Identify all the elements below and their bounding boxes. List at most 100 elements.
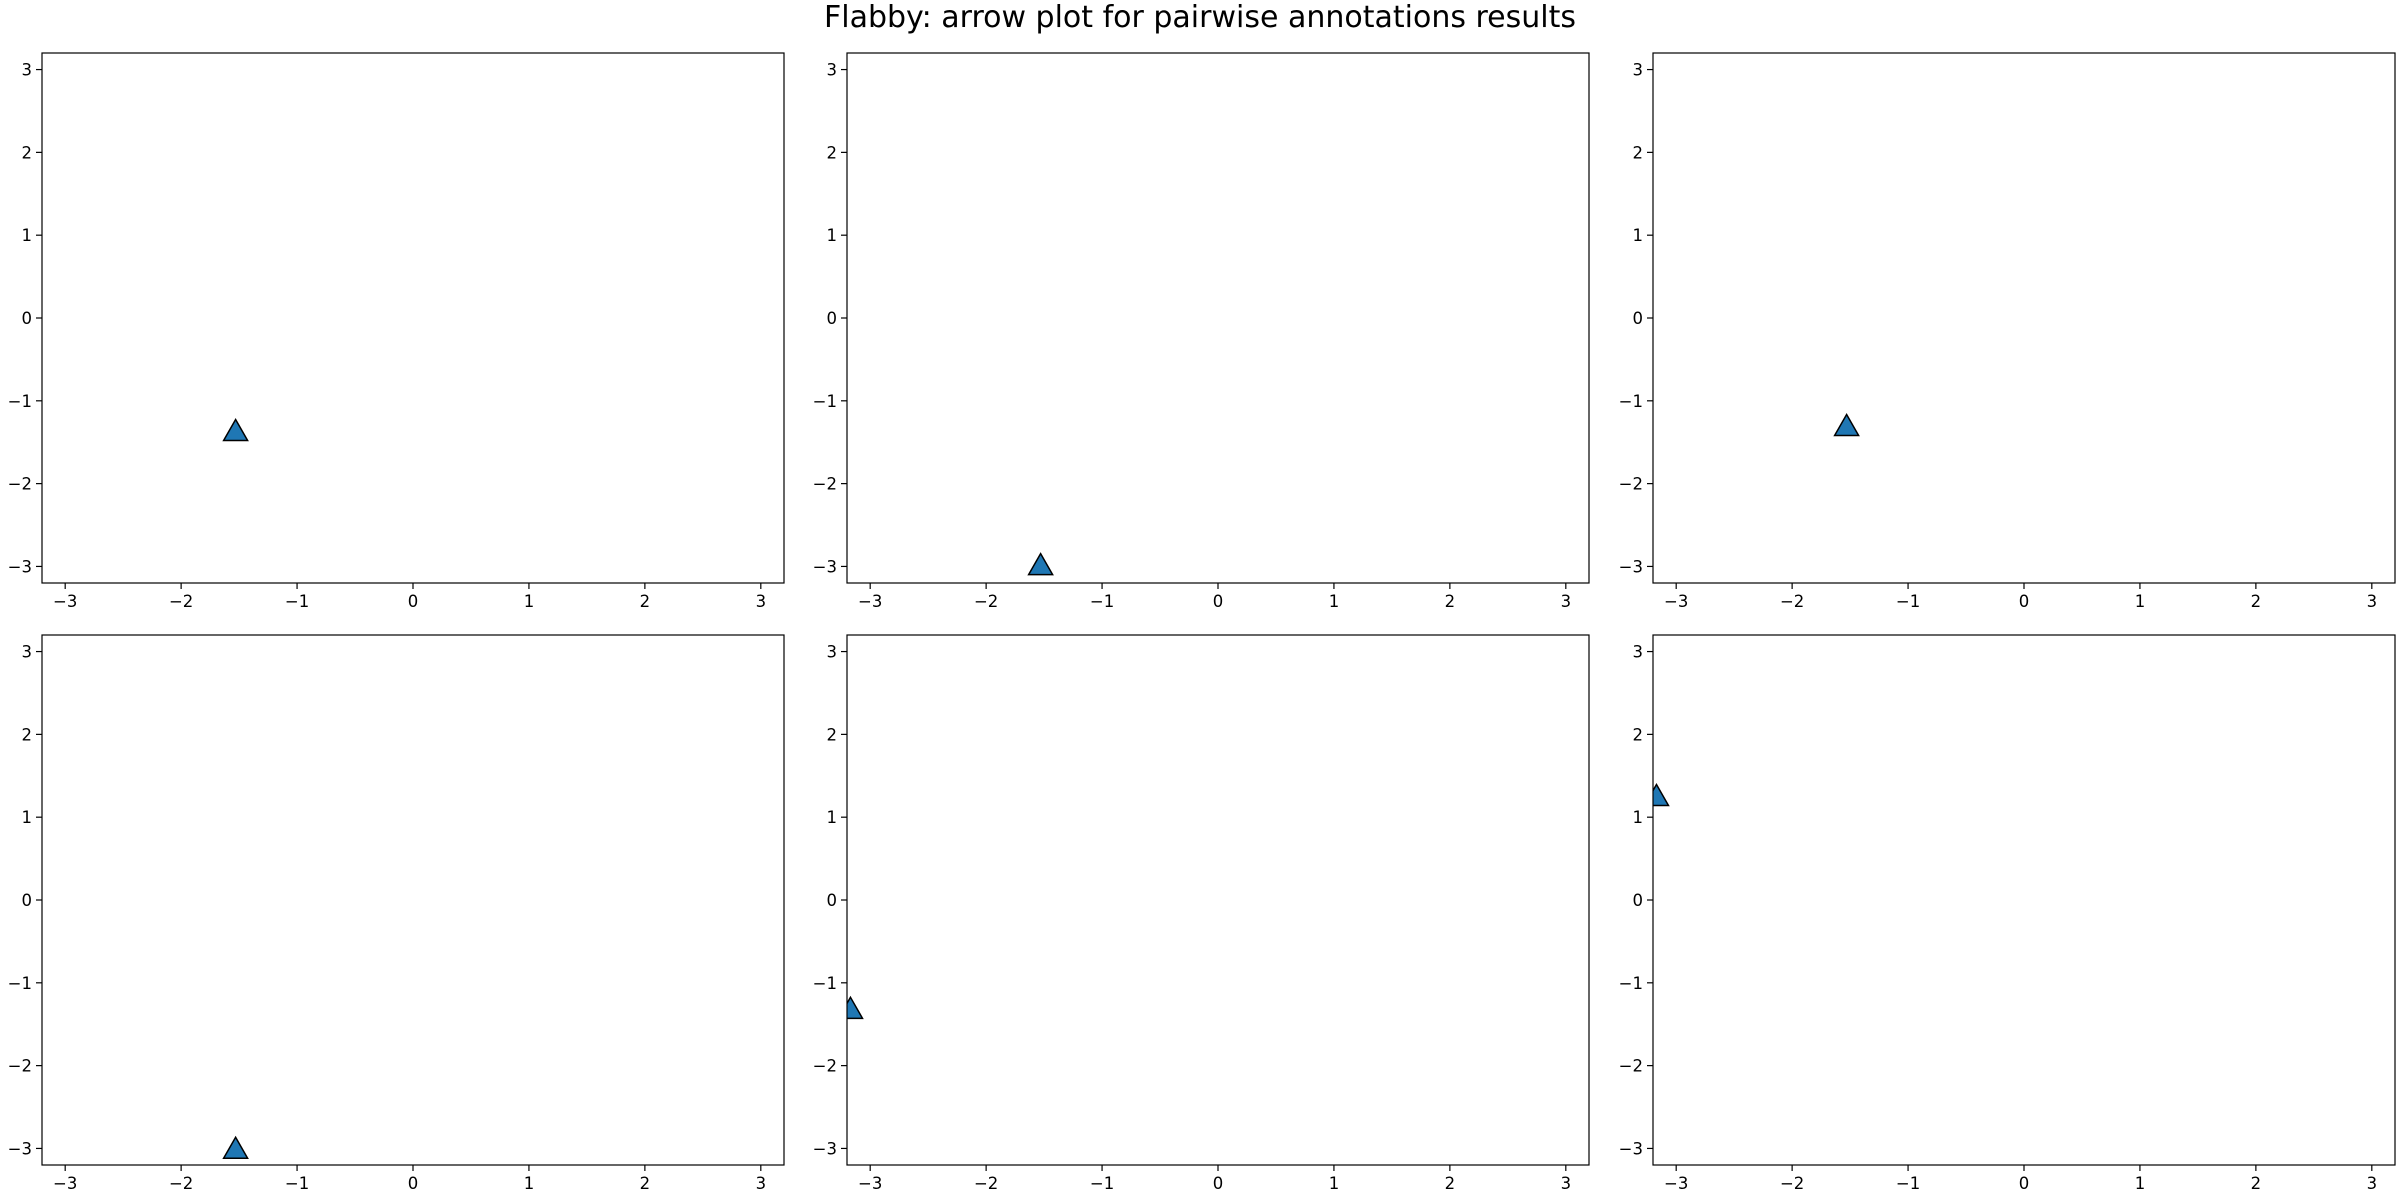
x-tick-label: −2 [169, 592, 193, 611]
x-tick-label: 1 [1329, 592, 1340, 611]
y-tick-label: 0 [1633, 891, 1644, 910]
x-tick-label: 2 [1445, 1174, 1456, 1193]
y-tick-label: 2 [1633, 725, 1644, 744]
x-tick-label: −2 [974, 1174, 998, 1193]
x-tick-label: 1 [2135, 1174, 2146, 1193]
subplot-1: −3 −2 −1 0 1 2 3 −3 −2 −1 0 1 2 3 [8, 52, 785, 611]
y-tick-label: 3 [22, 643, 33, 662]
x-tick-label: −1 [285, 1174, 309, 1193]
x-tick-label: −2 [974, 592, 998, 611]
triangle-marker [222, 417, 249, 442]
figure-title: Flabby: arrow plot for pairwise annotati… [823, 0, 1577, 35]
x-tick-label: −1 [285, 592, 309, 611]
x-tick-label: −3 [1664, 1174, 1688, 1193]
x-tick-label: 1 [524, 592, 535, 611]
axes-frame [41, 634, 785, 1166]
y-tick-label: −1 [1619, 392, 1643, 411]
axes-frame [1652, 634, 2396, 1166]
y-tick-label: −1 [813, 974, 837, 993]
y-tick-label: 2 [22, 725, 33, 744]
y-tick-label: −2 [813, 1057, 837, 1076]
triangle-marker [1027, 552, 1054, 576]
triangle-marker [222, 1135, 249, 1160]
x-tick-label: −2 [169, 1174, 193, 1193]
y-tick-label: 1 [827, 808, 838, 827]
x-tick-label: 3 [756, 592, 767, 611]
axes-frame [846, 52, 1590, 584]
y-tick-label: −3 [1619, 1139, 1643, 1158]
y-tick-label: 0 [1633, 309, 1644, 328]
y-tick-label: 3 [1633, 643, 1644, 662]
x-tick-label: 2 [2251, 592, 2262, 611]
y-tick-label: −1 [8, 974, 32, 993]
y-tick-label: 0 [22, 891, 33, 910]
y-tick-label: −2 [1619, 1057, 1643, 1076]
x-tick-label: −3 [1664, 592, 1688, 611]
y-tick-label: −3 [8, 557, 32, 576]
y-tick-label: 3 [1633, 61, 1644, 80]
y-tick-label: 2 [827, 725, 838, 744]
x-tick-label: −3 [858, 592, 882, 611]
y-tick-label: 1 [827, 226, 838, 245]
x-tick-label: 3 [756, 1174, 767, 1193]
x-tick-label: 0 [408, 1174, 419, 1193]
y-tick-label: −3 [1619, 557, 1643, 576]
x-tick-label: 1 [524, 1174, 535, 1193]
subplot-5: −3 −2 −1 0 1 2 3 −3 −2 −1 0 1 2 3 [813, 634, 1590, 1193]
subplot-3: −3 −2 −1 0 1 2 3 −3 −2 −1 0 1 2 3 [1619, 52, 2396, 611]
subplot-2: −3 −2 −1 0 1 2 3 −3 −2 −1 0 1 2 3 [813, 52, 1590, 611]
x-tick-label: 2 [1445, 592, 1456, 611]
x-tick-label: 0 [2019, 592, 2030, 611]
x-tick-label: 2 [2251, 1174, 2262, 1193]
y-tick-label: 0 [827, 309, 838, 328]
y-tick-label: −2 [813, 475, 837, 494]
x-tick-label: −3 [53, 592, 77, 611]
x-tick-label: −2 [1780, 592, 1804, 611]
y-tick-label: 2 [22, 143, 33, 162]
y-tick-label: −1 [8, 392, 32, 411]
y-tick-label: −2 [8, 1057, 32, 1076]
x-tick-label: 3 [1561, 1174, 1572, 1193]
y-tick-label: 1 [1633, 226, 1644, 245]
y-tick-label: −2 [8, 475, 32, 494]
axes-frame [1652, 52, 2396, 584]
y-tick-label: −2 [1619, 475, 1643, 494]
y-tick-label: 2 [1633, 143, 1644, 162]
x-tick-label: 1 [2135, 592, 2146, 611]
y-tick-label: 0 [827, 891, 838, 910]
triangle-marker [1653, 782, 1670, 807]
y-tick-label: −3 [8, 1139, 32, 1158]
y-tick-label: 1 [22, 226, 33, 245]
x-tick-label: −1 [1090, 1174, 1114, 1193]
x-tick-label: 3 [1561, 592, 1572, 611]
y-tick-label: −3 [813, 1139, 837, 1158]
y-tick-label: −1 [813, 392, 837, 411]
x-tick-label: 0 [1213, 1174, 1224, 1193]
y-tick-label: −1 [1619, 974, 1643, 993]
y-tick-label: 2 [827, 143, 838, 162]
triangle-marker [1833, 412, 1860, 437]
x-tick-label: −3 [858, 1174, 882, 1193]
y-tick-label: 1 [22, 808, 33, 827]
y-tick-label: −3 [813, 557, 837, 576]
y-tick-label: 3 [827, 643, 838, 662]
x-tick-label: 1 [1329, 1174, 1340, 1193]
axes-frame [41, 52, 785, 584]
x-tick-label: 0 [408, 592, 419, 611]
x-tick-label: −1 [1090, 592, 1114, 611]
x-tick-label: 2 [640, 1174, 651, 1193]
y-tick-label: 1 [1633, 808, 1644, 827]
y-tick-label: 3 [827, 61, 838, 80]
x-tick-label: 3 [2367, 1174, 2378, 1193]
x-tick-label: 0 [1213, 592, 1224, 611]
triangle-marker [847, 995, 864, 1020]
x-tick-label: −1 [1896, 592, 1920, 611]
x-tick-label: 3 [2367, 592, 2378, 611]
y-tick-label: 3 [22, 61, 33, 80]
x-tick-label: 2 [640, 592, 651, 611]
x-tick-label: 0 [2019, 1174, 2030, 1193]
x-tick-label: −2 [1780, 1174, 1804, 1193]
axes-frame [846, 634, 1590, 1166]
subplot-4: −3 −2 −1 0 1 2 3 −3 −2 −1 0 1 2 3 [8, 634, 785, 1193]
